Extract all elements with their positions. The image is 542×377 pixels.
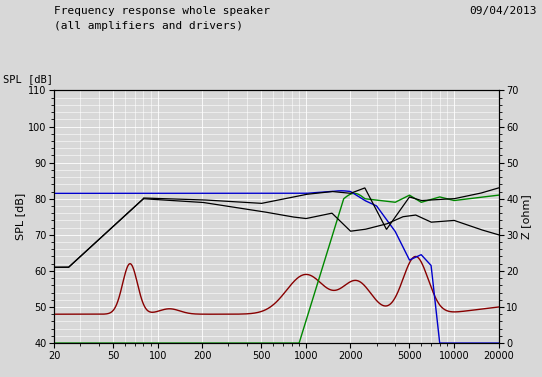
Y-axis label: SPL [dB]: SPL [dB] xyxy=(15,193,25,241)
Text: Frequency response whole speaker: Frequency response whole speaker xyxy=(54,6,270,16)
Text: SPL [dB]: SPL [dB] xyxy=(3,74,53,84)
Text: (all amplifiers and drivers): (all amplifiers and drivers) xyxy=(54,21,243,31)
Text: 09/04/2013: 09/04/2013 xyxy=(469,6,537,16)
Y-axis label: Z [ohm]: Z [ohm] xyxy=(521,195,532,239)
